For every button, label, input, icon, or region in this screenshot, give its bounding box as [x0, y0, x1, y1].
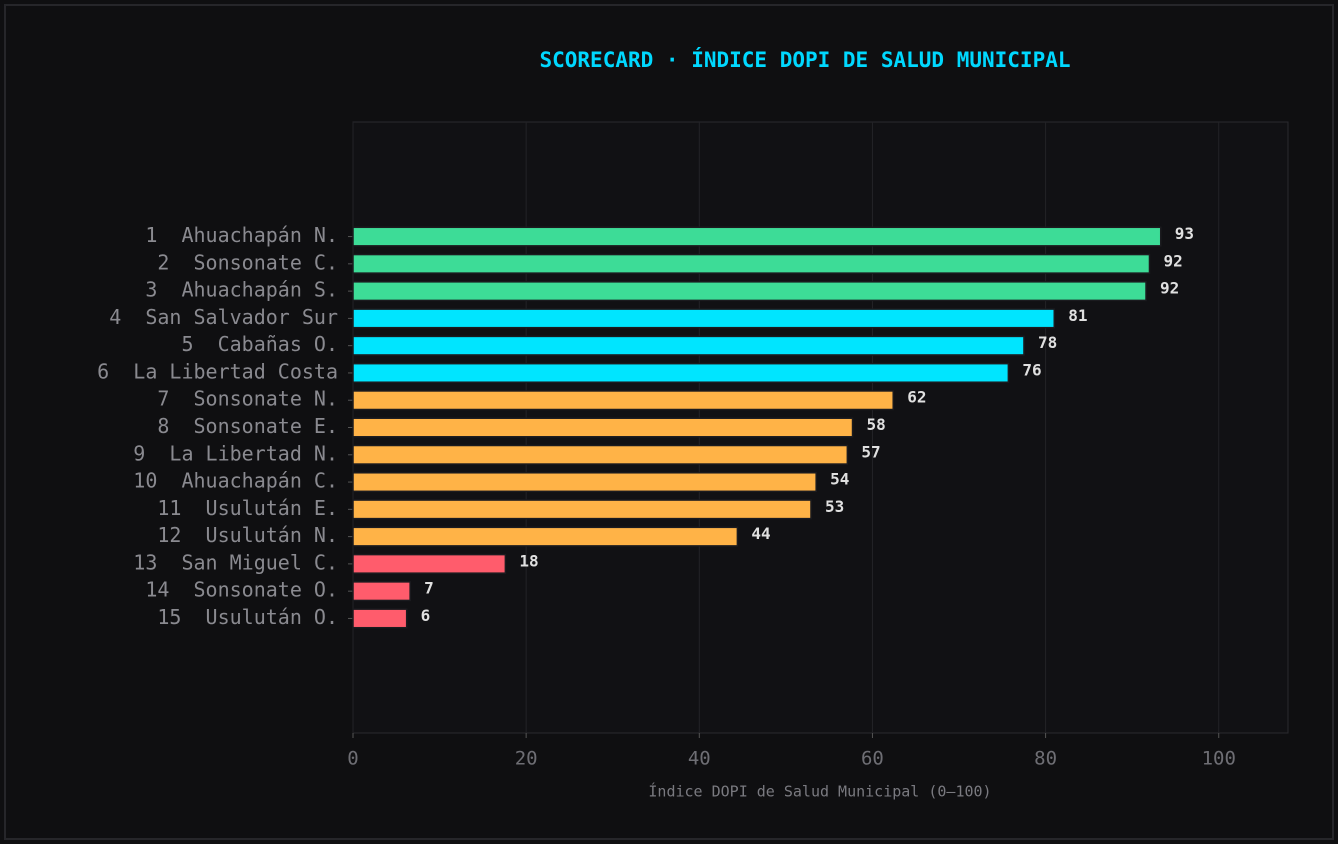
y-tick-label: 14 Sonsonate O. — [145, 578, 338, 602]
value-label: 92 — [1163, 251, 1182, 270]
bar — [352, 417, 854, 438]
bar — [352, 444, 849, 465]
value-label: 44 — [751, 524, 770, 543]
y-tick-label: 8 Sonsonate E. — [157, 414, 338, 438]
chart-title: SCORECARD · ÍNDICE DOPI DE SALUD MUNICIP… — [539, 47, 1070, 72]
value-label: 81 — [1068, 306, 1087, 325]
bar — [352, 335, 1025, 356]
y-tick-label: 3 Ahuachapán S. — [145, 278, 338, 302]
x-tick-label: 60 — [861, 748, 884, 770]
y-tick-label: 15 Usulután O. — [157, 605, 338, 629]
value-label: 78 — [1038, 333, 1057, 352]
value-label: 93 — [1175, 224, 1194, 243]
bar — [352, 553, 507, 574]
value-label: 7 — [424, 579, 434, 598]
value-label: 62 — [907, 388, 926, 407]
bar — [352, 362, 1010, 383]
value-label: 57 — [861, 442, 880, 461]
x-axis-label: Índice DOPI de Salud Municipal (0–100) — [648, 782, 991, 801]
y-tick-label: 5 Cabañas O. — [181, 332, 338, 356]
bar — [352, 472, 817, 493]
bar — [352, 608, 408, 629]
y-tick-label: 9 La Libertad N. — [133, 441, 338, 465]
x-tick-label: 40 — [688, 748, 711, 770]
y-tick-label: 7 Sonsonate N. — [157, 387, 338, 411]
bar — [352, 581, 411, 602]
y-tick-label: 11 Usulután E. — [157, 496, 338, 520]
value-label: 76 — [1022, 360, 1041, 379]
y-tick-label: 13 San Miguel C. — [133, 550, 338, 574]
x-tick-label: 0 — [347, 748, 358, 770]
value-label: 54 — [830, 470, 849, 489]
x-tick-label: 20 — [515, 748, 538, 770]
x-tick-label: 80 — [1034, 748, 1057, 770]
value-label: 6 — [421, 606, 431, 625]
y-tick-label: 2 Sonsonate C. — [157, 250, 338, 274]
bar — [352, 308, 1055, 329]
value-label: 18 — [519, 551, 538, 570]
bar — [352, 281, 1147, 302]
y-tick-label: 6 La Libertad Costa — [97, 359, 338, 383]
y-tick-label: 4 San Salvador Sur — [109, 305, 338, 329]
bar — [352, 253, 1151, 274]
bar — [352, 526, 739, 547]
value-label: 58 — [867, 415, 886, 434]
y-tick-label: 12 Usulután N. — [157, 523, 338, 547]
bar — [352, 226, 1162, 247]
y-tick-label: 1 Ahuachapán N. — [145, 223, 338, 247]
value-label: 92 — [1160, 279, 1179, 298]
x-tick-label: 100 — [1202, 748, 1236, 770]
value-label: 53 — [825, 497, 844, 516]
bar — [352, 390, 894, 411]
y-tick-label: 10 Ahuachapán C. — [133, 469, 338, 493]
bar — [352, 499, 812, 520]
